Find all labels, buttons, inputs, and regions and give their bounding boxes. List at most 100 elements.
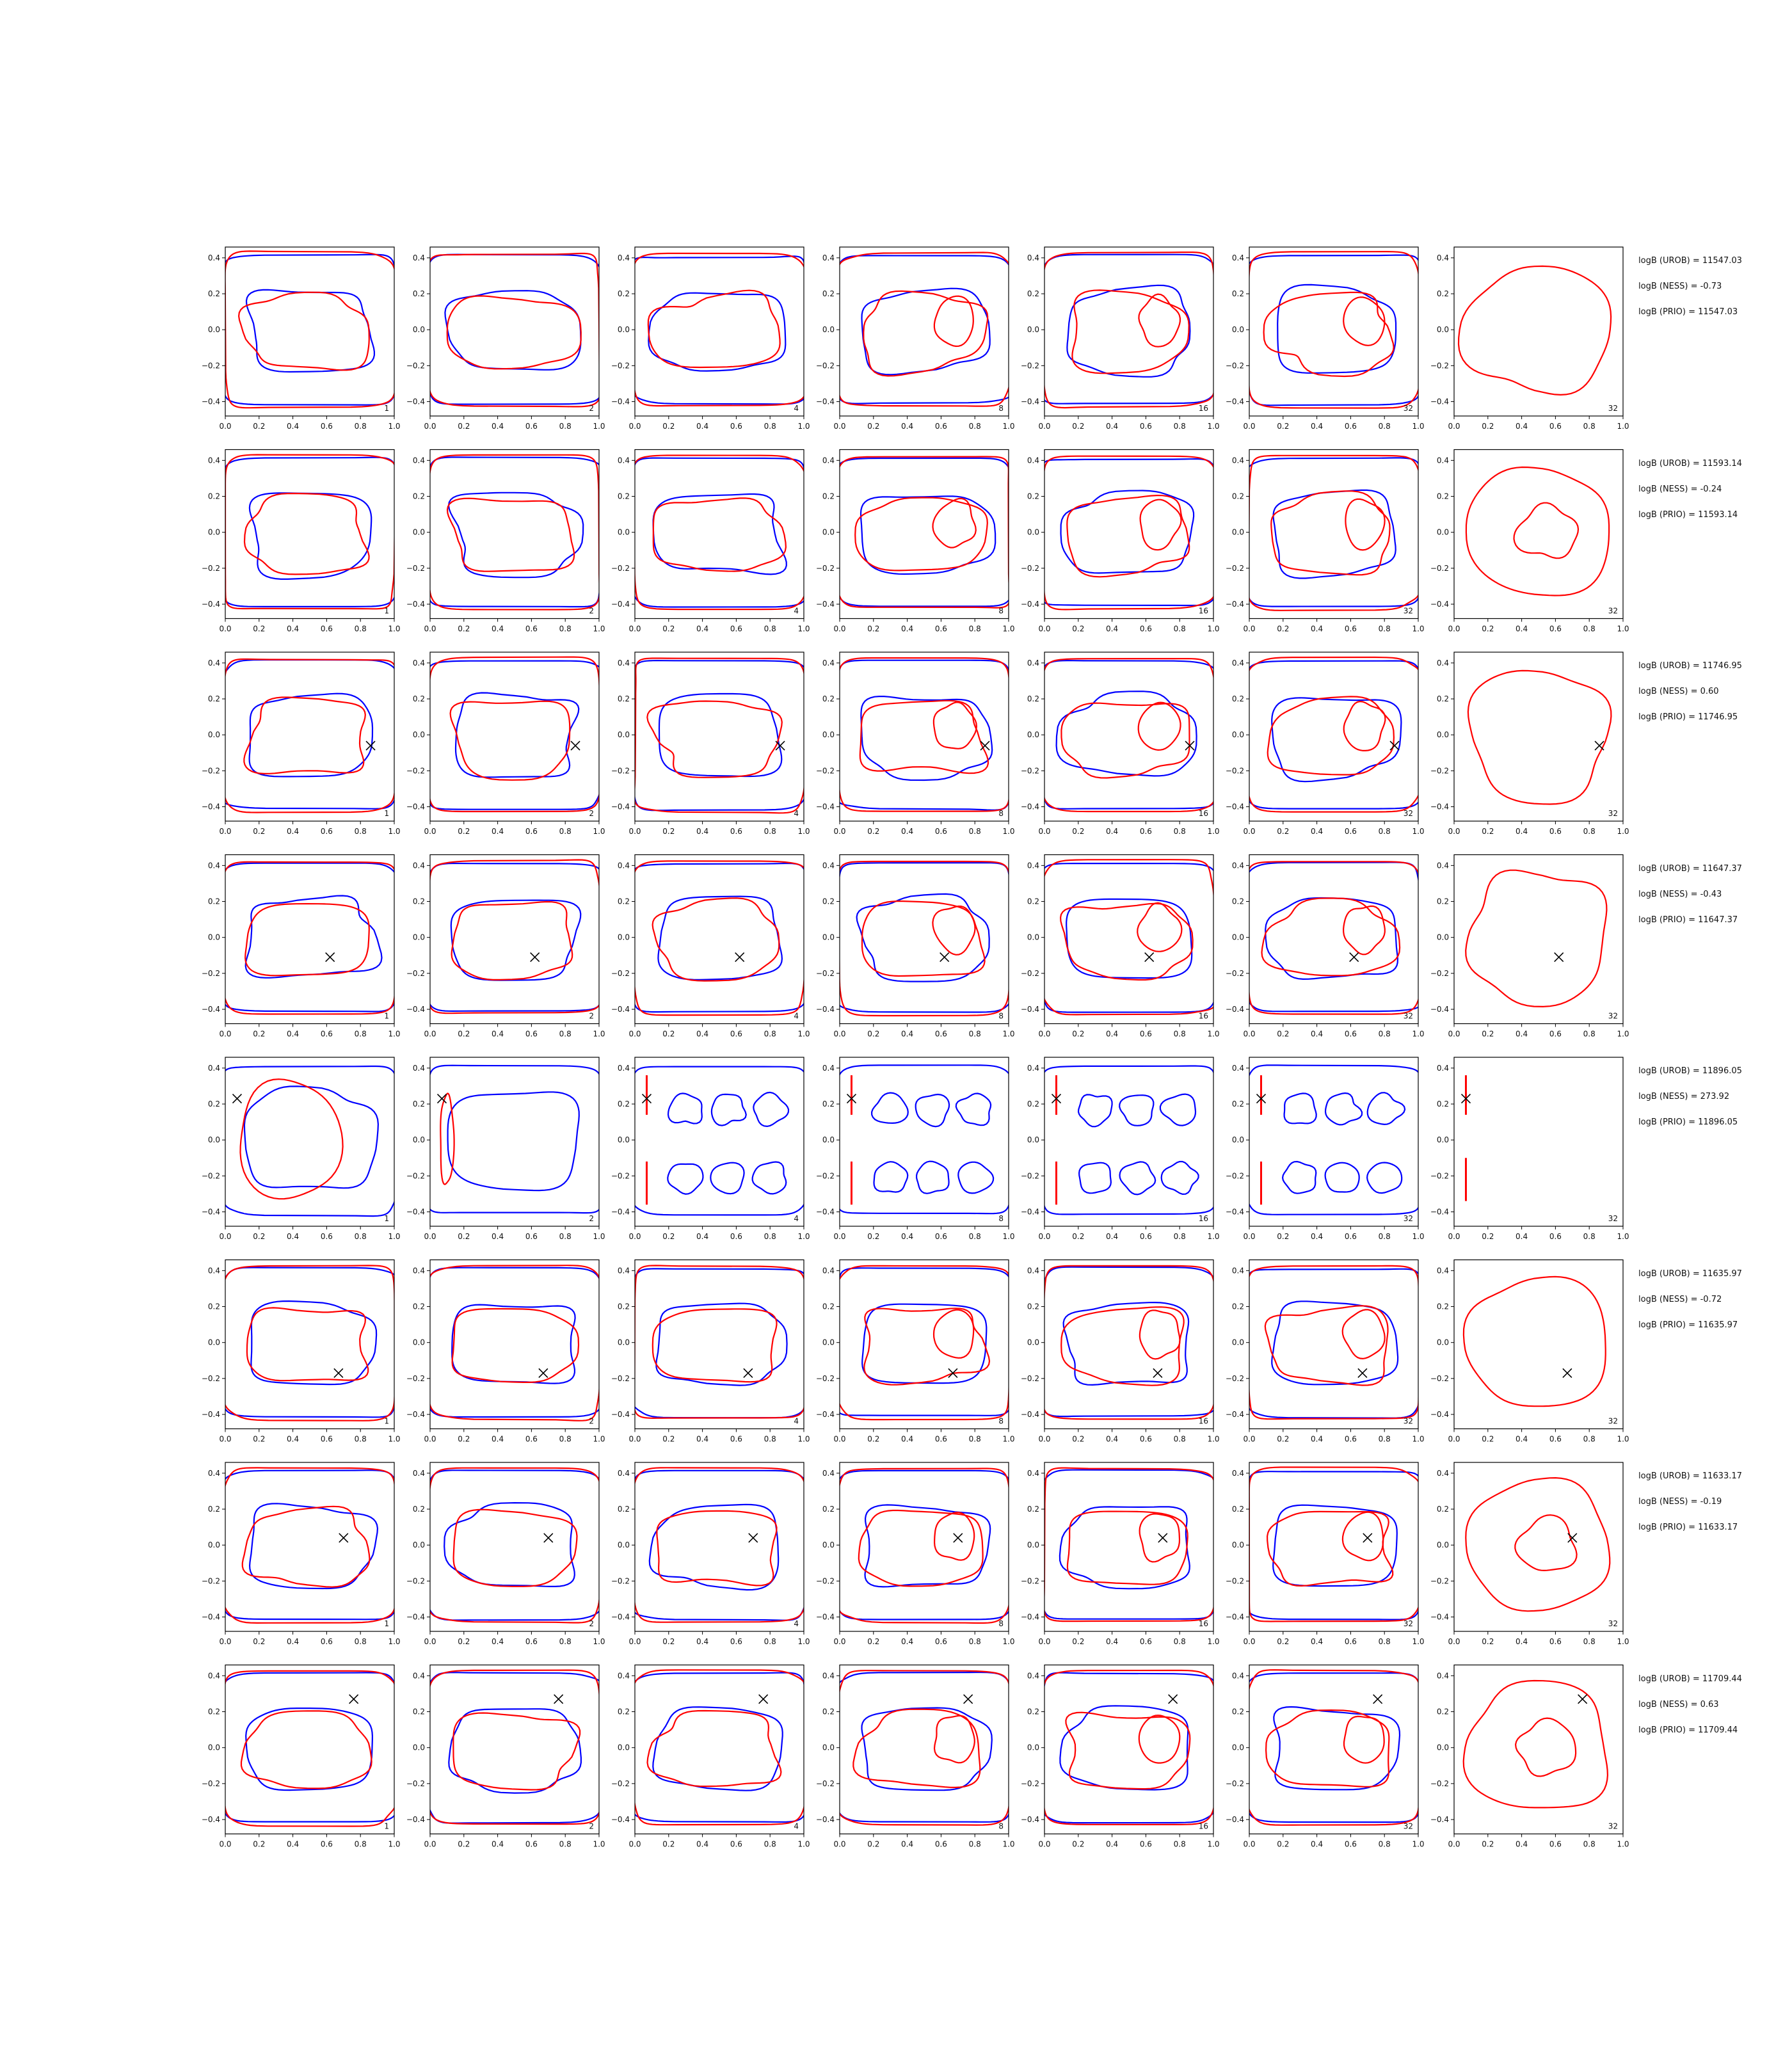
y-tick-label: 0.2	[822, 1708, 835, 1716]
panel-r6-c5: 0.4 0.2 0.0 −0.2 −0.4 0.0 0.2 0.4 0.6 0.8 1.0 16	[1021, 1259, 1220, 1444]
y-tick-label: 0.2	[413, 694, 425, 703]
x-tick-label: 0.0	[1243, 1030, 1255, 1039]
contour-lines	[225, 1467, 394, 1624]
x-tick-label: 0.4	[1106, 1232, 1118, 1241]
inner-contour-red	[446, 295, 582, 370]
y-tick-label: 0.2	[1027, 897, 1039, 906]
y-tick-label: 0.4	[208, 1064, 220, 1073]
axes-frame	[1044, 246, 1214, 417]
y-tick-label: 0.2	[1437, 1708, 1449, 1716]
outer-contour-red	[1249, 250, 1418, 409]
extra-contour-red	[932, 905, 976, 956]
x-tick-label: 0.8	[355, 1435, 367, 1444]
axes-frame	[634, 1462, 804, 1632]
inner-contour-red	[652, 897, 780, 982]
x-tick-label: 0.8	[1174, 1840, 1186, 1849]
y-tick-label: 0.4	[1027, 861, 1039, 870]
axes-frame	[1453, 449, 1624, 620]
x-tick-label: 0.2	[1277, 1840, 1289, 1849]
x-tick-label: 0.6	[730, 625, 742, 634]
x-tick-label: 1.0	[1207, 1637, 1219, 1646]
inner-contour-blue	[861, 1303, 988, 1384]
x-tick-label: 0.6	[730, 422, 742, 431]
x-tick-label: 0.2	[1482, 1840, 1494, 1849]
x-tick-label: 0.2	[1072, 1030, 1084, 1039]
panel-r3-c4: 0.4 0.2 0.0 −0.2 −0.4 0.0 0.2 0.4 0.6 0.8 1.0 8	[816, 652, 1015, 836]
contour-lines	[635, 1265, 804, 1420]
y-tick-label: −0.4	[816, 1005, 835, 1014]
axes-frame	[225, 652, 395, 822]
inner-contour-blue	[447, 492, 584, 579]
y-tick-label: 0.0	[822, 730, 835, 739]
x-tick-label: 0.6	[525, 1840, 538, 1849]
contour-lines	[635, 657, 804, 814]
panel-label: 32	[1404, 1012, 1413, 1021]
x-tick-label: 0.6	[525, 625, 538, 634]
x-tick-label: 0.8	[969, 1637, 981, 1646]
x-tick-label: 0.2	[458, 1030, 470, 1039]
inner-contour-blue	[1066, 284, 1191, 378]
y-tick-label: −0.4	[1226, 1815, 1244, 1824]
contour-lines	[1249, 454, 1418, 611]
inner-contour-red	[241, 1505, 371, 1588]
x-tick-label: 0.4	[696, 1232, 708, 1241]
y-tick-label: 0.2	[413, 1708, 425, 1716]
x-tick-label: 0.0	[424, 422, 436, 431]
x-tick-label: 1.0	[1207, 827, 1219, 836]
y-tick-label: 0.0	[618, 325, 630, 334]
logb-stat: logB (UROB) = 11635.97	[1638, 1268, 1742, 1279]
y-tick-label: 0.4	[1232, 253, 1244, 262]
outer-contour-blue	[840, 1267, 1009, 1416]
contour-lines	[430, 859, 599, 1014]
y-tick-label: 0.2	[822, 1302, 835, 1311]
y-tick-label: 0.2	[1027, 492, 1039, 501]
x-tick-label: 1.0	[797, 1232, 810, 1241]
y-tick-label: 0.0	[822, 1540, 835, 1549]
contour-lines	[1044, 859, 1213, 1016]
inner-contour-blue	[1060, 490, 1195, 574]
panel-r4-c6: 0.4 0.2 0.0 −0.2 −0.4 0.0 0.2 0.4 0.6 0.8 1.0 32	[1226, 854, 1425, 1039]
x-tick-label: 0.8	[764, 1637, 776, 1646]
y-tick-label: 0.2	[1232, 1505, 1244, 1514]
contour-lines	[430, 656, 599, 813]
y-tick-label: 0.2	[1232, 694, 1244, 703]
panel-label: 1	[384, 1214, 389, 1223]
outer-contour-red	[1044, 859, 1213, 1016]
y-tick-label: −0.4	[406, 1613, 425, 1622]
y-tick-label: 0.0	[822, 325, 835, 334]
axes-frame	[839, 1664, 1009, 1835]
x-tick-label: 0.8	[1379, 1232, 1391, 1241]
x-tick-label: 1.0	[388, 1637, 400, 1646]
y-tick-label: 0.0	[413, 325, 425, 334]
x-tick-label: 0.8	[355, 625, 367, 634]
y-tick-label: −0.4	[406, 1005, 425, 1014]
y-tick-label: 0.2	[208, 694, 220, 703]
y-tick-label: −0.4	[611, 1208, 630, 1217]
outer-contour-blue	[840, 1469, 1009, 1620]
contour-lines	[635, 252, 804, 407]
x-tick-label: 0.4	[901, 1435, 913, 1444]
outer-contour-blue	[225, 1469, 394, 1620]
contour-lines	[225, 658, 394, 813]
x-tick-label: 0.0	[1243, 1232, 1255, 1241]
x-tick-label: 0.8	[355, 827, 367, 836]
extra-contour-red	[932, 497, 977, 548]
panel-r4-c4: 0.4 0.2 0.0 −0.2 −0.4 0.0 0.2 0.4 0.6 0.8 1.0 8	[816, 854, 1015, 1039]
panel-r7-c5: 0.4 0.2 0.0 −0.2 −0.4 0.0 0.2 0.4 0.6 0.8 1.0 16	[1021, 1462, 1220, 1646]
x-tick-label: 0.0	[1243, 625, 1255, 634]
extra-contour-red	[1139, 1513, 1181, 1563]
x-tick-label: 0.8	[764, 1030, 776, 1039]
panel-label: 8	[998, 1417, 1004, 1426]
x-tick-label: 1.0	[1207, 1232, 1219, 1241]
x-tick-label: 0.2	[1277, 422, 1289, 431]
inner-contour-red	[237, 291, 370, 371]
axes-frame	[1044, 652, 1214, 822]
x-tick-label: 0.4	[287, 1840, 299, 1849]
inner-contour-red	[861, 900, 986, 977]
axes-frame	[634, 1259, 804, 1430]
x-tick-label: 0.2	[1277, 625, 1289, 634]
inner-contour-blue	[648, 1503, 780, 1591]
x-tick-label: 1.0	[797, 1435, 810, 1444]
panel-r7-c6: 0.4 0.2 0.0 −0.2 −0.4 0.0 0.2 0.4 0.6 0.8 1.0 32	[1226, 1462, 1425, 1646]
panel-label: 8	[998, 1214, 1004, 1223]
